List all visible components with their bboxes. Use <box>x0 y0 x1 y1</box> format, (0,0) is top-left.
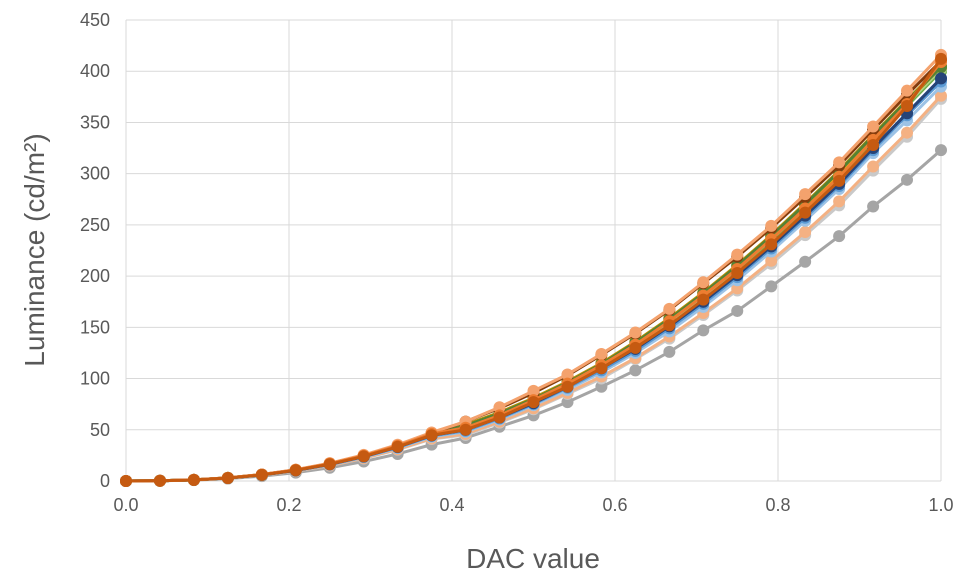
data-point <box>935 89 947 102</box>
data-point <box>527 396 540 409</box>
data-point <box>935 72 947 85</box>
series-11 <box>120 61 947 487</box>
data-point <box>221 472 234 485</box>
series-10 <box>120 60 947 487</box>
series-9 <box>120 61 947 487</box>
x-axis-title: DAC value <box>466 543 600 574</box>
x-tick-label: 0.6 <box>602 495 627 515</box>
data-point <box>459 423 472 436</box>
y-tick-label: 200 <box>80 266 110 286</box>
data-point <box>697 324 710 337</box>
data-point <box>833 174 846 187</box>
series-12 <box>120 72 947 487</box>
series-line <box>125 85 943 483</box>
data-point <box>561 380 574 393</box>
data-point <box>765 280 778 293</box>
x-tick-label: 0.2 <box>276 495 301 515</box>
data-point <box>731 248 744 261</box>
data-point <box>289 464 302 477</box>
y-tick-label: 150 <box>80 317 110 337</box>
series-2 <box>120 92 947 487</box>
data-point <box>867 120 880 133</box>
y-tick-label: 450 <box>80 10 110 30</box>
data-point <box>799 226 812 239</box>
y-tick-label: 400 <box>80 61 110 81</box>
data-point <box>153 474 166 487</box>
data-point <box>799 188 812 201</box>
y-axis-title: Luminance (cd/m²) <box>19 133 50 366</box>
series-line <box>125 97 943 483</box>
x-axis-ticks: 0.0 0.2 0.4 0.6 0.8 1.0 <box>113 495 953 515</box>
x-tick-label: 0.4 <box>439 495 464 515</box>
series-15 <box>120 56 947 487</box>
data-point <box>595 362 608 375</box>
data-point <box>799 206 812 219</box>
data-point <box>663 345 676 358</box>
series-13 <box>120 54 947 487</box>
y-tick-label: 100 <box>80 369 110 389</box>
data-point <box>357 450 370 463</box>
data-point <box>731 304 744 317</box>
y-tick-label: 0 <box>100 471 110 491</box>
y-tick-label: 300 <box>80 164 110 184</box>
series-3 <box>120 89 947 487</box>
data-point <box>799 255 812 268</box>
data-point <box>867 138 880 151</box>
series-6 <box>120 72 947 487</box>
series-line <box>125 94 943 483</box>
data-point <box>663 319 676 332</box>
data-point <box>697 276 710 289</box>
data-point <box>391 440 404 453</box>
data-point <box>595 347 608 360</box>
data-point <box>935 52 947 65</box>
data-point <box>867 200 880 213</box>
data-point <box>867 160 880 173</box>
x-tick-label: 0.8 <box>765 495 790 515</box>
data-point <box>561 368 574 381</box>
data-point <box>935 144 947 157</box>
series-group <box>120 48 947 487</box>
gridlines <box>125 19 942 482</box>
data-point <box>629 364 642 377</box>
data-point <box>425 429 438 442</box>
data-point <box>901 100 914 113</box>
data-point <box>901 126 914 139</box>
data-point <box>493 411 506 424</box>
data-point <box>901 84 914 97</box>
data-point <box>833 230 846 243</box>
data-point <box>527 384 540 397</box>
y-tick-label: 50 <box>90 420 110 440</box>
x-tick-label: 0.0 <box>113 495 138 515</box>
data-point <box>765 238 778 251</box>
series-16 <box>120 52 947 487</box>
data-point <box>833 195 846 208</box>
data-point <box>663 302 676 315</box>
data-point <box>629 326 642 339</box>
data-point <box>697 293 710 306</box>
series-5 <box>120 75 947 487</box>
series-4 <box>120 80 947 487</box>
data-point <box>901 173 914 186</box>
data-point <box>833 156 846 169</box>
data-point <box>187 473 200 486</box>
data-point <box>731 267 744 280</box>
data-point <box>323 458 336 471</box>
data-point <box>765 219 778 232</box>
x-tick-label: 1.0 <box>928 495 953 515</box>
data-point <box>120 475 132 487</box>
data-point <box>629 341 642 354</box>
series-8 <box>120 63 947 487</box>
y-tick-label: 250 <box>80 215 110 235</box>
y-axis-ticks: 0 50 100 150 200 250 300 350 400 450 <box>80 10 110 491</box>
data-point <box>765 254 778 267</box>
data-point <box>255 468 268 481</box>
y-tick-label: 350 <box>80 112 110 132</box>
